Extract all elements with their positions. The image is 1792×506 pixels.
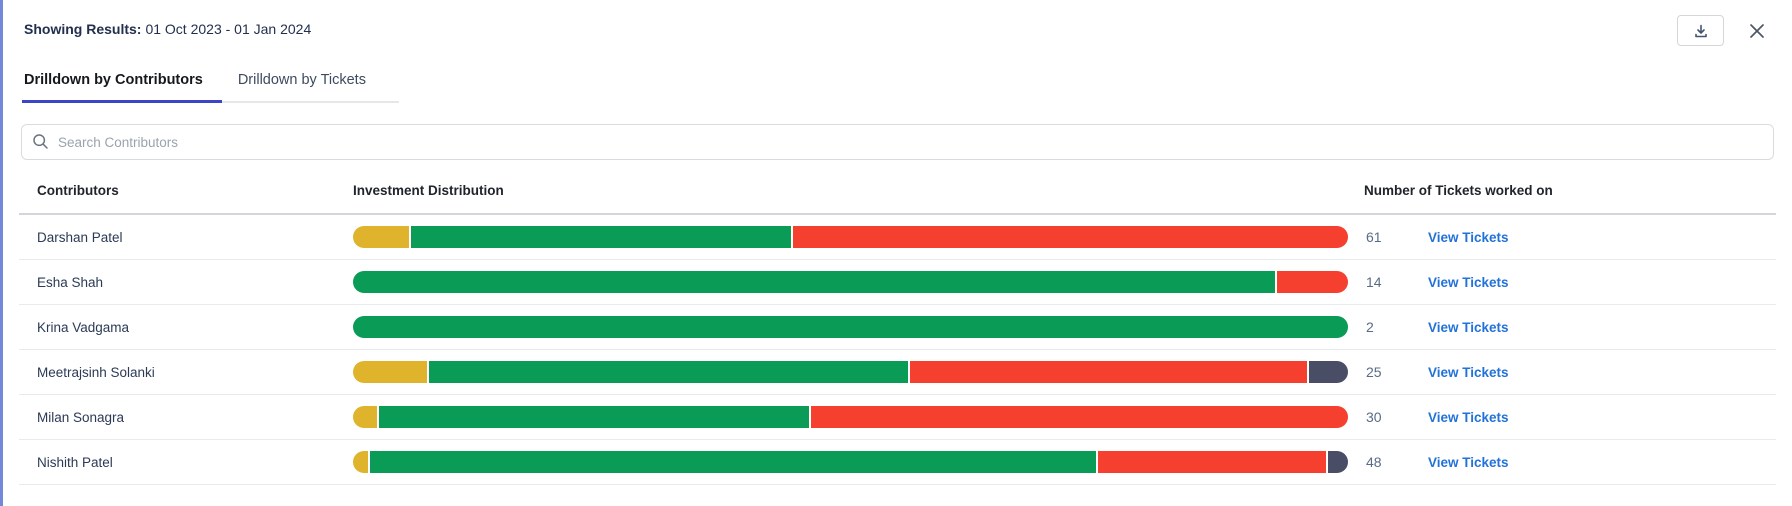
- table-row: Esha Shah 14 View Tickets: [19, 260, 1776, 305]
- bar-segment-green: [378, 406, 809, 428]
- contributors-table: Contributors Investment Distribution Num…: [19, 170, 1776, 485]
- contributor-name: Esha Shah: [37, 274, 104, 290]
- investment-distribution-cell: [337, 316, 1364, 338]
- bar-segment-yellow: [353, 451, 368, 473]
- contributor-name: Nishith Patel: [37, 454, 113, 470]
- close-x-icon: [1747, 21, 1767, 41]
- view-tickets-link[interactable]: View Tickets: [1428, 319, 1509, 335]
- investment-distribution-cell: [337, 271, 1364, 293]
- view-tickets-link[interactable]: View Tickets: [1428, 364, 1509, 380]
- contributor-name: Krina Vadgama: [37, 319, 130, 335]
- top-actions: [1677, 15, 1770, 46]
- showing-results-text: Showing Results: 01 Oct 2023 - 01 Jan 202…: [24, 15, 311, 37]
- investment-distribution-cell: [337, 361, 1364, 383]
- bar-segment-green: [369, 451, 1096, 473]
- stacked-bar: [353, 451, 1348, 473]
- date-range-value: 01 Oct 2023 - 01 Jan 2024: [145, 21, 312, 37]
- tickets-cell: 2 View Tickets: [1364, 319, 1776, 335]
- search-icon: [32, 133, 49, 155]
- contributor-name: Milan Sonagra: [37, 409, 125, 425]
- bar-segment-red: [793, 226, 1348, 248]
- view-tickets-link[interactable]: View Tickets: [1428, 454, 1509, 470]
- column-header-investment-distribution: Investment Distribution: [353, 183, 504, 198]
- tickets-count: 61: [1366, 229, 1382, 245]
- table-row: Milan Sonagra 30 View Tickets: [19, 395, 1776, 440]
- investment-distribution-cell: [337, 226, 1364, 248]
- close-button[interactable]: [1744, 18, 1770, 44]
- table-row: Darshan Patel 61 View Tickets: [19, 215, 1776, 260]
- column-header-contributors: Contributors: [37, 183, 119, 198]
- view-tickets-link[interactable]: View Tickets: [1428, 229, 1509, 245]
- stacked-bar: [353, 316, 1348, 338]
- bar-segment-yellow: [353, 361, 428, 383]
- top-bar: Showing Results: 01 Oct 2023 - 01 Jan 202…: [3, 0, 1792, 46]
- tickets-count: 30: [1366, 409, 1382, 425]
- bar-segment-green: [353, 316, 1348, 338]
- tickets-cell: 30 View Tickets: [1364, 409, 1776, 425]
- table-header-row: Contributors Investment Distribution Num…: [19, 170, 1776, 215]
- stacked-bar: [353, 226, 1348, 248]
- investment-distribution-cell: [337, 406, 1364, 428]
- view-tickets-link[interactable]: View Tickets: [1428, 409, 1509, 425]
- tickets-cell: 48 View Tickets: [1364, 454, 1776, 470]
- tickets-cell: 61 View Tickets: [1364, 229, 1776, 245]
- tab-drilldown-by-tickets[interactable]: Drilldown by Tickets: [236, 62, 385, 101]
- investment-distribution-cell: [337, 451, 1364, 473]
- tickets-cell: 25 View Tickets: [1364, 364, 1776, 380]
- table-row: Krina Vadgama 2 View Tickets: [19, 305, 1776, 350]
- tab-bar: Drilldown by Contributors Drilldown by T…: [22, 62, 399, 103]
- showing-results-label: Showing Results:: [24, 21, 142, 37]
- bar-segment-green: [429, 361, 908, 383]
- download-button[interactable]: [1677, 15, 1724, 46]
- table-row: Meetrajsinh Solanki 25 View Tickets: [19, 350, 1776, 395]
- table-body: Darshan Patel 61 View Tickets Esha Shah …: [19, 215, 1776, 485]
- bar-segment-green: [411, 226, 792, 248]
- bar-segment-red: [1097, 451, 1327, 473]
- tickets-count: 14: [1366, 274, 1382, 290]
- view-tickets-link[interactable]: View Tickets: [1428, 274, 1509, 290]
- bar-segment-red: [909, 361, 1308, 383]
- bar-segment-red: [1276, 271, 1348, 293]
- bar-segment-yellow: [353, 406, 377, 428]
- bar-segment-yellow: [353, 226, 410, 248]
- search-bar: [21, 124, 1774, 160]
- tickets-cell: 14 View Tickets: [1364, 274, 1776, 290]
- stacked-bar: [353, 361, 1348, 383]
- tickets-count: 2: [1366, 319, 1374, 335]
- download-tray-icon: [1693, 23, 1709, 39]
- tickets-count: 48: [1366, 454, 1382, 470]
- contributor-name: Meetrajsinh Solanki: [37, 364, 155, 380]
- contributor-name: Darshan Patel: [37, 229, 123, 245]
- stacked-bar: [353, 406, 1348, 428]
- tab-drilldown-by-contributors[interactable]: Drilldown by Contributors: [22, 62, 222, 103]
- stacked-bar: [353, 271, 1348, 293]
- search-contributors-input[interactable]: [21, 124, 1774, 160]
- bar-segment-dark: [1328, 451, 1348, 473]
- table-row: Nishith Patel 48 View Tickets: [19, 440, 1776, 485]
- column-header-number-of-tickets: Number of Tickets worked on: [1364, 183, 1553, 198]
- bar-segment-red: [810, 406, 1348, 428]
- tickets-count: 25: [1366, 364, 1382, 380]
- bar-segment-dark: [1309, 361, 1348, 383]
- bar-segment-green: [353, 271, 1275, 293]
